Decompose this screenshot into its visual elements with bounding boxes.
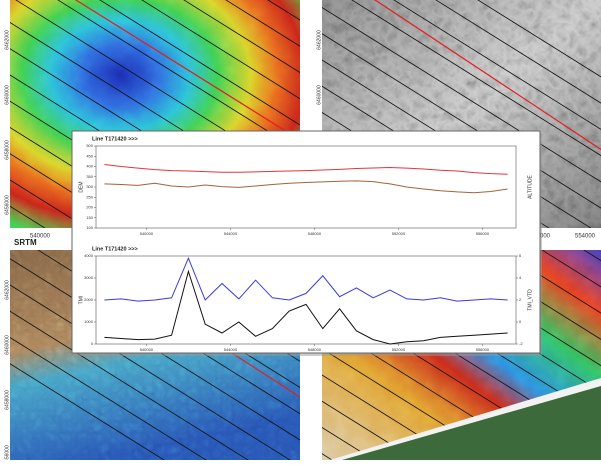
y-tick-label: 2000 bbox=[84, 297, 94, 302]
map-x-tick: 540000 bbox=[30, 234, 51, 240]
y2-axis-label: TMI_VTD bbox=[527, 289, 533, 311]
map-y-tick: 6458000 bbox=[4, 140, 10, 160]
figure: SRTM 540000 552000 554000 64620006460000… bbox=[0, 0, 601, 460]
map-y-tick: 6462000 bbox=[4, 280, 10, 300]
y-tick-label: 1000 bbox=[84, 319, 94, 324]
x-tick-label: 540000 bbox=[140, 347, 154, 352]
map-y-tick: 6462000 bbox=[316, 30, 322, 50]
x-tick-label: 556000 bbox=[476, 347, 490, 352]
map-y-tick: 6456000 bbox=[4, 195, 10, 215]
y-tick-label: 150 bbox=[86, 215, 93, 220]
y-axis-label: TMI bbox=[78, 296, 84, 305]
map-y-tick: 6456000 bbox=[4, 445, 10, 460]
y-tick-label: 350 bbox=[86, 174, 93, 179]
chart-title: Line T171420 >>> bbox=[92, 136, 138, 142]
map-y-tick: 6460000 bbox=[4, 85, 10, 105]
x-tick-label: 552000 bbox=[392, 347, 406, 352]
y2-axis-label: ALTITUDE bbox=[527, 174, 533, 198]
map-y-tick: 6460000 bbox=[316, 85, 322, 105]
map-y-tick: 6458000 bbox=[4, 390, 10, 410]
y-tick-label: 450 bbox=[86, 153, 93, 158]
y-tick-label: 100 bbox=[86, 225, 93, 230]
y-tick-label: 4000 bbox=[84, 253, 94, 258]
map-y-tick: 6462000 bbox=[4, 30, 10, 50]
x-tick-label: 540000 bbox=[140, 231, 154, 236]
y-axis-label: DEM bbox=[78, 181, 84, 192]
x-tick-label: 556000 bbox=[476, 231, 490, 236]
x-tick-label: 544000 bbox=[224, 347, 238, 352]
profile-window: Line T171420 >>> 540000 544000 548000 552000… bbox=[72, 131, 542, 356]
x-tick-label: 544000 bbox=[224, 231, 238, 236]
page: {"maps": {"panel_title": "SRTM", "x_tick… bbox=[0, 0, 601, 460]
y-tick-label: 200 bbox=[86, 205, 93, 210]
x-tick-label: 548000 bbox=[308, 231, 322, 236]
x-tick-label: 548000 bbox=[308, 347, 322, 352]
map-x-tick: 554000 bbox=[575, 234, 596, 240]
y-tick-label: 500 bbox=[86, 143, 93, 148]
y-tick-label: 300 bbox=[86, 184, 93, 189]
x-tick-label: 552000 bbox=[392, 231, 406, 236]
chart-title: Line T171420 >>> bbox=[92, 246, 138, 252]
y-tick-label: 400 bbox=[86, 164, 93, 169]
y-tick-label: 3000 bbox=[84, 275, 94, 280]
y-tick-label: 250 bbox=[86, 194, 93, 199]
map-y-tick: 6460000 bbox=[4, 335, 10, 355]
